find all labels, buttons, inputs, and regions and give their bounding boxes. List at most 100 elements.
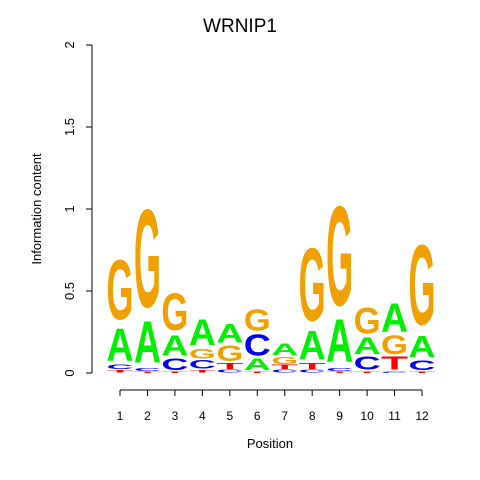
y-tick-label: 2 <box>62 41 77 48</box>
logo-letter-G-pos-1: G <box>107 242 134 338</box>
logo-letter-glyph: A <box>244 356 271 374</box>
logo-letter-glyph: G <box>409 221 436 348</box>
logo-letter-glyph: T <box>107 369 134 374</box>
x-tick-label: 11 <box>388 409 401 423</box>
logo-letter-G-pos-2: G <box>134 179 161 337</box>
logo-letter-glyph: C <box>381 371 408 373</box>
logo-letter-A-pos-2: A <box>134 310 161 376</box>
logo-letter-stacks: TCAGTCAGTCAGTCGACTGATACGCTGACTAGTCAGTCAG… <box>107 176 436 376</box>
logo-letter-T-pos-5: T <box>216 362 244 371</box>
logo-letter-T-pos-1: T <box>107 369 134 374</box>
logo-letter-A-pos-8: A <box>299 324 326 369</box>
logo-letter-glyph: A <box>216 319 243 348</box>
logo-letter-C-pos-10: C <box>354 353 381 374</box>
y-tick-label: 0 <box>62 369 77 376</box>
logo-letter-glyph: G <box>326 176 353 335</box>
x-axis-ticks: 1 2 3 4 5 6 7 8 9 10 11 12 <box>117 390 429 423</box>
logo-letter-G-pos-5: G <box>216 342 243 367</box>
logo-letter-glyph: T <box>271 364 298 371</box>
logo-letter-G-pos-12: G <box>409 221 436 348</box>
x-tick-label: 4 <box>199 409 206 423</box>
logo-letter-T-pos-10: T <box>354 371 381 373</box>
logo-letter-glyph: G <box>271 355 298 366</box>
logo-letter-glyph: C <box>354 353 381 374</box>
logo-letter-glyph: G <box>161 284 188 342</box>
x-tick-label: 1 <box>117 409 124 423</box>
logo-letter-glyph: A <box>134 310 161 376</box>
logo-letter-A-pos-1: A <box>107 318 134 370</box>
logo-letter-C-pos-3: C <box>161 356 188 374</box>
logo-letter-G-pos-11: G <box>381 330 408 360</box>
x-tick-label: 6 <box>254 409 261 423</box>
logo-letter-glyph: G <box>216 342 243 367</box>
logo-letter-T-pos-6: T <box>244 371 271 373</box>
x-tick-label: 2 <box>144 409 151 423</box>
y-tick-label: 1 <box>62 205 77 212</box>
logo-letter-glyph: T <box>244 371 271 373</box>
logo-letter-G-pos-8: G <box>299 228 326 343</box>
logo-letter-C-pos-8: C <box>299 369 326 374</box>
y-axis-label: Information content <box>29 153 44 265</box>
logo-letter-glyph: T <box>299 362 327 371</box>
logo-letter-glyph: T <box>354 371 381 373</box>
logo-letter-G-pos-7: G <box>271 355 298 366</box>
logo-letter-glyph: C <box>189 358 216 372</box>
logo-letter-T-pos-8: T <box>299 362 327 371</box>
logo-letter-A-pos-3: A <box>161 331 188 363</box>
logo-letter-T-pos-4: T <box>189 369 216 374</box>
y-tick-label: 0.5 <box>62 282 77 300</box>
y-axis-ticks: 0 0.5 1 1.5 2 <box>62 41 92 377</box>
logo-letter-C-pos-9: C <box>326 367 353 372</box>
x-axis: 1 2 3 4 5 6 7 8 9 10 11 12 <box>117 389 429 423</box>
logo-letter-T-pos-7: T <box>271 364 298 371</box>
x-tick-label: 7 <box>281 409 288 423</box>
x-tick-label: 8 <box>309 409 316 423</box>
y-tick-label: 1.5 <box>62 118 77 136</box>
logo-letter-C-pos-11: C <box>381 371 408 373</box>
logo-letter-T-pos-2: T <box>134 371 161 373</box>
logo-letter-glyph: C <box>299 369 326 374</box>
logo-letter-glyph: T <box>134 371 161 373</box>
logo-letter-glyph: T <box>216 362 244 371</box>
logo-letter-glyph: G <box>354 301 381 342</box>
logo-letter-A-pos-10: A <box>354 332 381 360</box>
logo-letter-glyph: A <box>299 324 326 369</box>
logo-letter-G-pos-6: G <box>244 303 271 338</box>
logo-letter-glyph: T <box>326 371 353 373</box>
logo-letter-glyph: A <box>161 331 188 363</box>
logo-letter-C-pos-2: C <box>134 367 161 372</box>
logo-letter-glyph: C <box>107 364 134 371</box>
logo-letter-glyph: T <box>189 369 216 374</box>
logo-letter-glyph: C <box>161 356 188 374</box>
logo-letter-glyph: A <box>381 296 408 341</box>
logo-letter-glyph: C <box>409 357 436 373</box>
logo-letter-T-pos-3: T <box>161 371 188 373</box>
logo-letter-glyph: G <box>134 179 161 337</box>
logo-letter-glyph: G <box>189 346 216 362</box>
logo-letter-glyph: G <box>299 228 326 343</box>
logo-letter-glyph: T <box>161 371 188 373</box>
logo-letter-glyph: A <box>189 312 216 353</box>
logo-letter-G-pos-10: G <box>354 301 381 342</box>
logo-letter-A-pos-11: A <box>381 296 408 341</box>
logo-letter-glyph: G <box>107 242 134 338</box>
x-tick-label: 10 <box>360 409 374 423</box>
logo-letter-glyph: A <box>409 330 436 364</box>
logo-letter-A-pos-6: A <box>244 356 271 374</box>
logo-letter-C-pos-7: C <box>271 369 298 374</box>
y-axis: 0 0.5 1 1.5 2 <box>62 41 93 377</box>
logo-letter-glyph: A <box>326 307 353 376</box>
logo-letter-glyph: G <box>244 303 271 338</box>
logo-letter-G-pos-9: G <box>326 176 353 335</box>
logo-letter-C-pos-5: C <box>216 369 243 374</box>
logo-letter-glyph: C <box>271 369 298 374</box>
logo-letter-A-pos-9: A <box>326 307 353 376</box>
x-tick-label: 12 <box>415 409 429 423</box>
logo-letter-C-pos-1: C <box>107 364 134 371</box>
logo-letter-T-pos-12: T <box>409 371 436 373</box>
logo-letter-glyph: T <box>409 371 436 373</box>
logo-letter-glyph: G <box>381 330 408 360</box>
logo-letter-A-pos-4: A <box>189 312 216 353</box>
logo-letter-glyph: C <box>244 328 271 362</box>
logo-letter-G-pos-4: G <box>189 346 216 362</box>
